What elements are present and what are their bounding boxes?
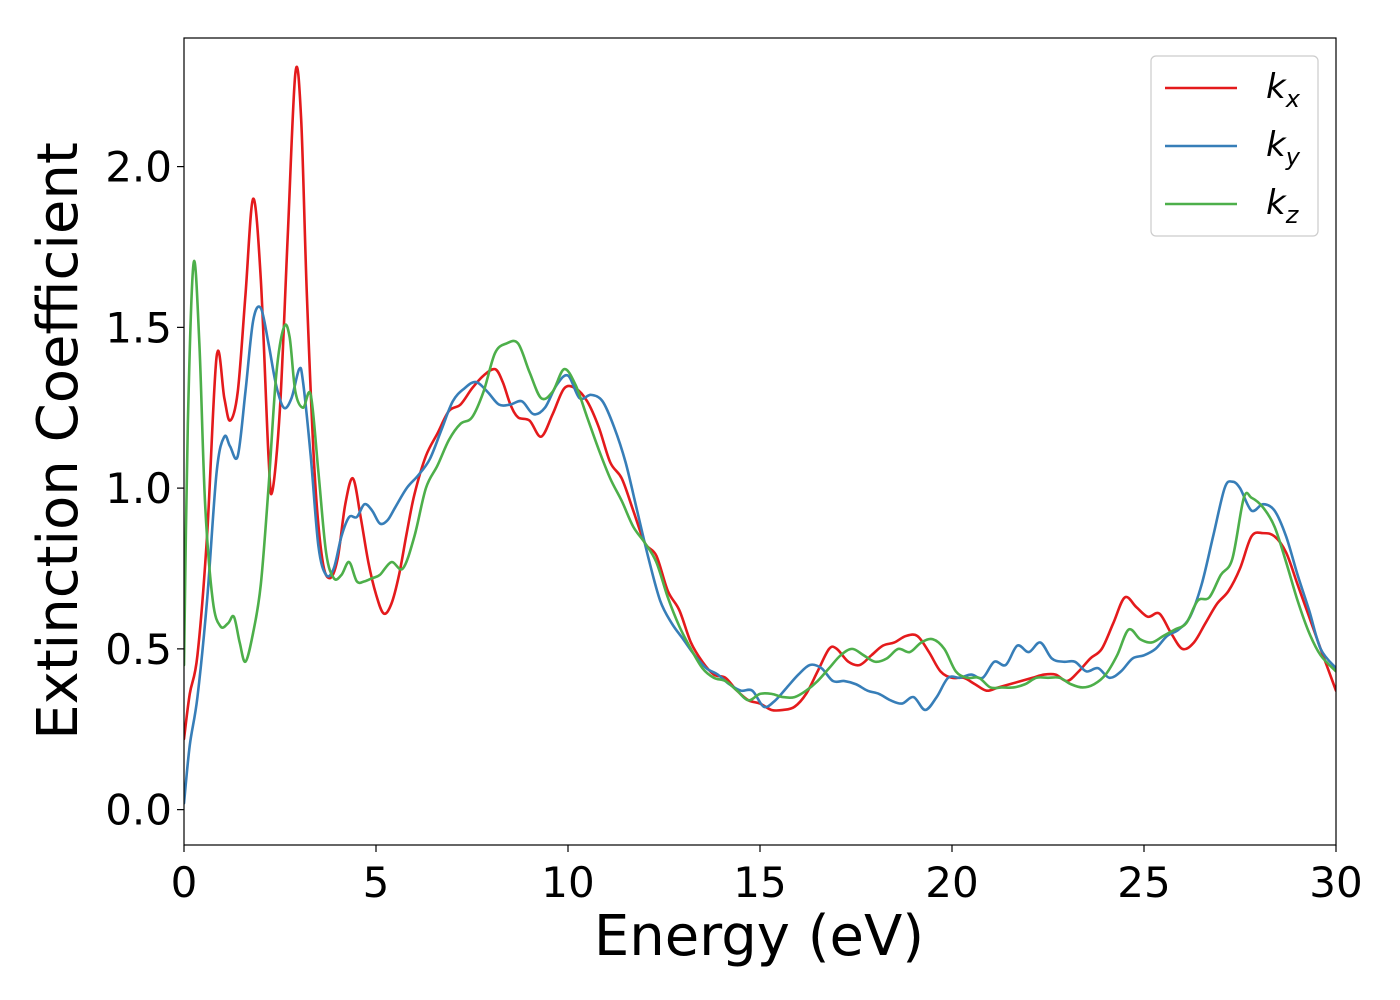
y-tick-label: 1.0 — [105, 464, 172, 513]
y-tick-label: 0.5 — [105, 625, 172, 674]
x-tick-label: 25 — [1117, 858, 1170, 907]
y-tick-label: 0.0 — [105, 786, 172, 835]
plot-area — [184, 38, 1336, 845]
legend: kx ky kz — [1150, 55, 1319, 237]
x-tick-label: 5 — [363, 858, 390, 907]
x-tick-label: 20 — [925, 858, 978, 907]
x-tick-label: 0 — [171, 858, 198, 907]
y-tick-label: 2.0 — [105, 143, 172, 192]
series-line-ky — [184, 305, 1336, 805]
series-line-kx — [184, 65, 1336, 741]
series-layer — [184, 65, 1336, 805]
y-tick-label: 1.5 — [105, 303, 172, 352]
x-tick-label: 30 — [1309, 858, 1362, 907]
legend-label-kx: kx — [1266, 67, 1301, 113]
x-tick-label: 15 — [733, 858, 786, 907]
legend-label-kz: kz — [1266, 183, 1300, 229]
legend-label-ky: ky — [1266, 125, 1301, 171]
x-axis-label: Energy (eV) — [594, 904, 924, 969]
y-axis-label: Extinction Coefficient — [26, 142, 91, 740]
axes-layer: 0 5 10 15 20 25 30 0.0 0.5 1.0 1.5 2.0 — [105, 37, 1363, 907]
x-tick-label: 10 — [541, 858, 594, 907]
plot-background — [184, 38, 1336, 845]
series-line-kz — [184, 259, 1336, 702]
